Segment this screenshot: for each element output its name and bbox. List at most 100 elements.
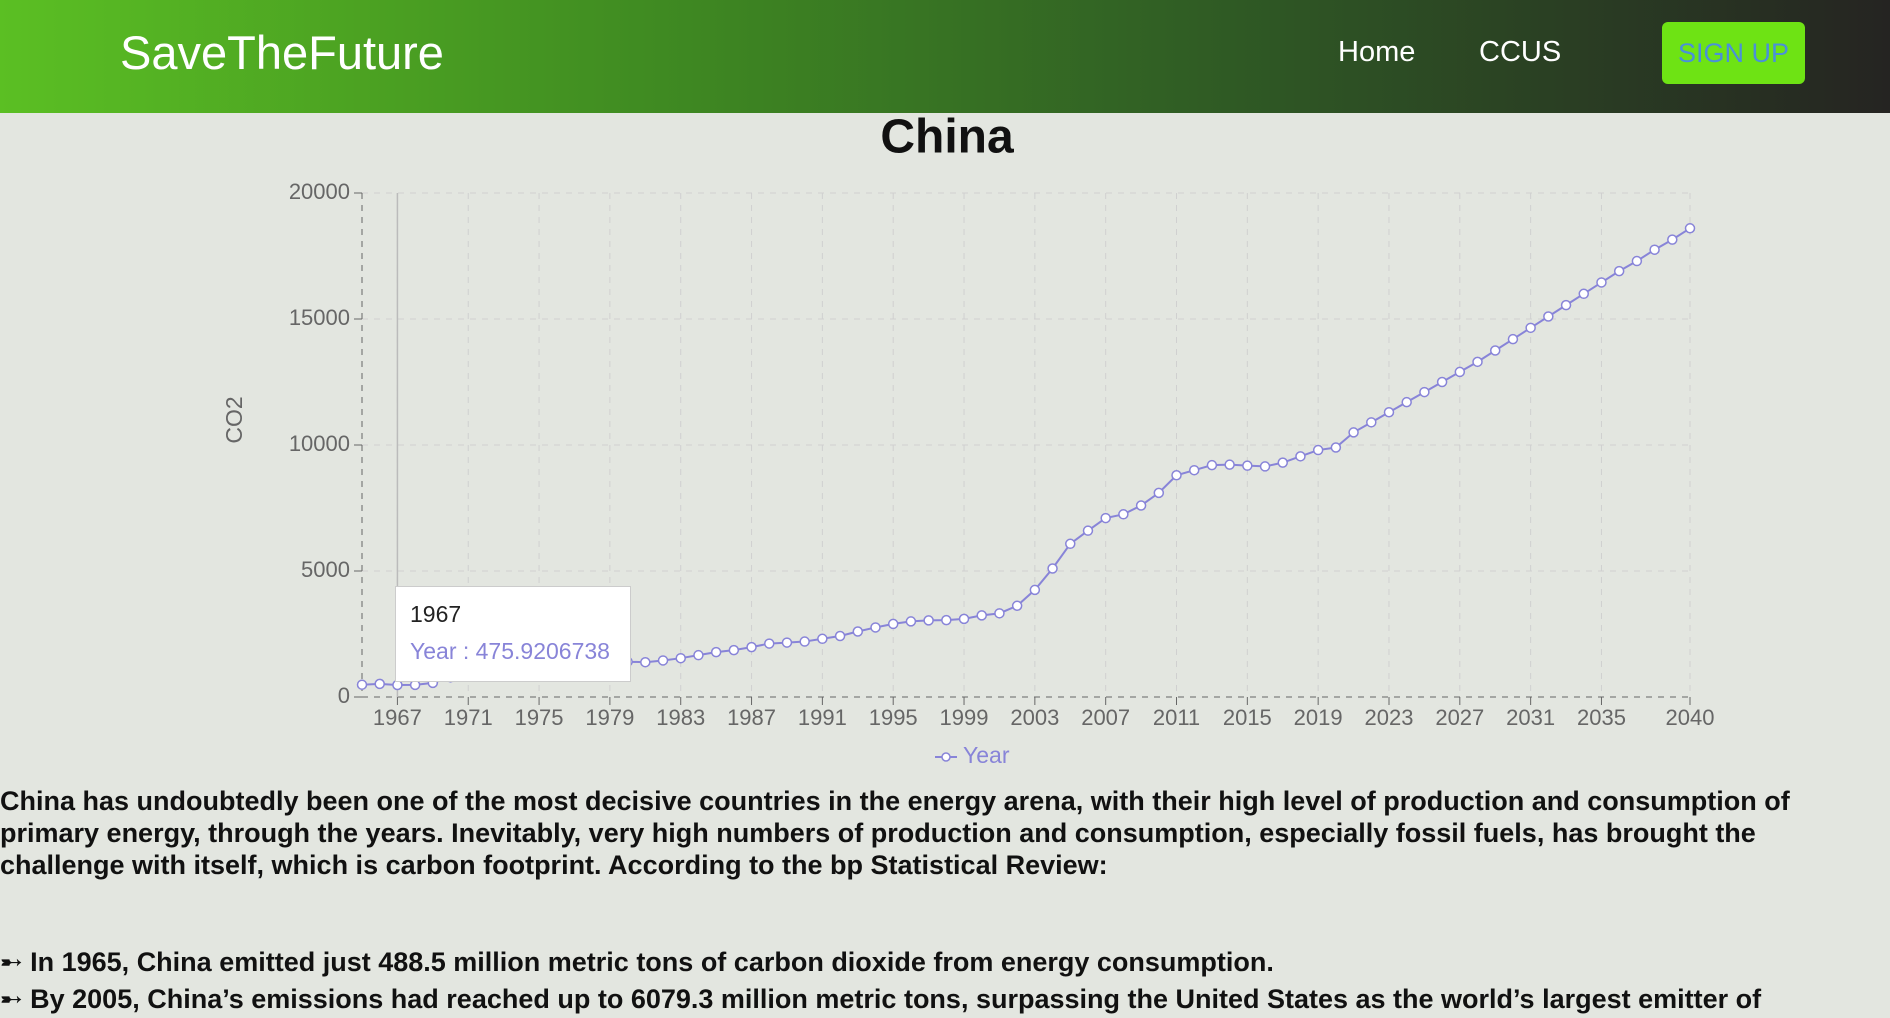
tooltip-label: 1967 [410,601,462,627]
navbar: SaveTheFuture Home CCUS SIGN UP [0,0,1890,113]
y-tick-label: 20000 [289,179,350,204]
point [799,636,810,647]
point [1188,464,1200,476]
x-tick-label: 2007 [1081,705,1130,730]
nav-link[interactable]: CCUS [1479,36,1562,68]
x-tick-label: 1991 [798,705,847,730]
point [994,608,1005,619]
point [764,638,775,649]
x-tick-label: 1971 [444,705,493,730]
point [781,637,793,648]
bullet-list: ➸ In 1965, China emitted just 488.5 mill… [0,944,1880,1018]
point [640,656,651,668]
point [887,618,899,630]
point [1596,277,1607,288]
point [1277,457,1288,468]
point [657,655,669,666]
point [976,610,987,621]
point [1224,459,1235,470]
point [1100,512,1111,524]
tooltip-value: Year : 475.9206738 [410,638,610,664]
point [1065,538,1076,550]
y-axis-label: CO2 [221,396,247,443]
x-tick-label: 1999 [940,705,989,730]
point [905,616,917,627]
point [852,626,864,637]
point [1454,366,1466,378]
bullet: ➸ By 2005, China’s emissions had reached… [0,984,1762,1014]
x-tick-label: 2015 [1223,705,1272,730]
point [1082,525,1094,536]
x-tick-label: 2011 [1153,705,1200,730]
point [1419,386,1430,398]
point [941,614,952,626]
point [958,613,970,625]
point [1401,396,1412,408]
y-tick-label: 10000 [289,431,350,456]
point [675,652,686,664]
point [1295,451,1306,462]
bullet: ➸ In 1965, China emitted just 488.5 mill… [0,947,1274,977]
point [1366,417,1377,428]
point [356,679,368,690]
point [1507,333,1519,345]
x-tick-label: 2019 [1294,705,1343,730]
x-tick-label: 1979 [585,705,634,730]
point [1543,311,1554,322]
point [1472,356,1483,368]
x-tick-label: 1983 [656,705,705,730]
x-tick-label: 2040 [1666,705,1715,730]
point [710,646,722,658]
point [1330,442,1342,453]
point [1171,469,1182,481]
point [1153,487,1165,499]
y-tick-label: 5000 [301,557,350,582]
point [693,649,704,661]
tooltip: 1967 Year : 475.9206738 [395,586,631,682]
point [1348,427,1359,438]
point [1312,444,1324,456]
point [1525,322,1536,334]
point [1118,509,1129,520]
x-tick-label: 2035 [1577,705,1626,730]
point [1206,459,1218,471]
legend-label: Year [963,742,1010,768]
y-tick-label: 0 [338,683,350,708]
brand[interactable]: SaveTheFuture [120,26,444,79]
chart-title: China [880,113,1014,164]
point [923,615,934,626]
point [1631,255,1643,267]
point [1684,223,1696,234]
x-tick-label: 2003 [1010,705,1059,730]
point [1242,460,1253,471]
point [870,622,881,633]
point [1578,288,1590,300]
x-tick-label: 1975 [515,705,564,730]
point [1436,376,1448,388]
x-tick-label: 2031 [1506,705,1555,730]
point [728,644,740,656]
point [834,630,846,642]
point [1560,299,1572,311]
legend-swatch [941,752,951,762]
nav-link[interactable]: Home [1338,36,1416,68]
point [1029,584,1041,596]
point [1383,406,1395,418]
x-tick-label: 2027 [1435,705,1484,730]
y-tick-label: 15000 [289,305,350,330]
point [1011,600,1023,612]
article-paragraph: China has undoubtedly been one of the mo… [0,786,1790,880]
point [746,641,757,653]
point [1667,234,1678,245]
x-tick-label: 1995 [869,705,918,730]
point [817,633,828,645]
point [1489,345,1501,356]
x-tick-label: 1987 [727,705,776,730]
point [374,678,385,690]
point [1649,244,1660,255]
point [1613,265,1625,277]
chart: China CO2 0 5000 10000 15000 20000 1967 1971 19… [221,113,1715,768]
point [1259,461,1271,472]
point [1047,563,1058,574]
signup-button[interactable]: SIGN UP [1662,22,1805,84]
